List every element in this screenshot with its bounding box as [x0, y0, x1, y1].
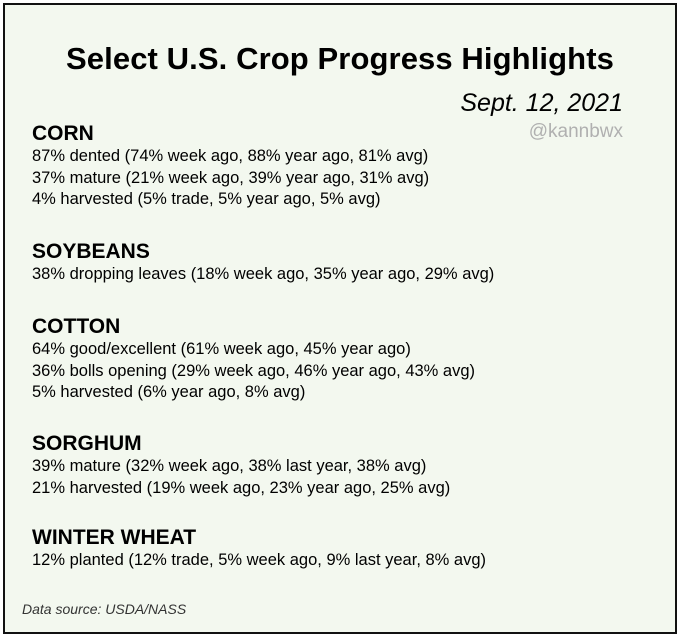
- section-corn: CORN 87% dented (74% week ago, 88% year …: [32, 121, 652, 211]
- stat-line: 38% dropping leaves (18% week ago, 35% y…: [32, 265, 495, 283]
- section-cotton: COTTON 64% good/excellent (61% week ago,…: [32, 314, 652, 404]
- page-title: Select U.S. Crop Progress Highlights: [66, 41, 614, 76]
- section-soybeans: SOYBEANS 38% dropping leaves (18% week a…: [32, 239, 652, 286]
- crop-progress-card: Select U.S. Crop Progress Highlights Sep…: [3, 3, 677, 634]
- stat-line: 36% bolls opening (29% week ago, 46% yea…: [32, 361, 476, 380]
- stat-line: 87% dented (74% week ago, 88% year ago, …: [32, 147, 429, 165]
- crop-name: SOYBEANS: [32, 240, 150, 263]
- crop-name: SORGHUM: [32, 432, 142, 455]
- section-sorghum: SORGHUM 39% mature (32% week ago, 38% la…: [32, 431, 652, 499]
- report-date: Sept. 12, 2021: [460, 89, 623, 117]
- author-handle: @kannbwx: [528, 121, 623, 142]
- stat-line: 21% harvested (19% week ago, 23% year ag…: [32, 478, 451, 497]
- stat-line: 64% good/excellent (61% week ago, 45% ye…: [32, 340, 411, 358]
- stat-line: 39% mature (32% week ago, 38% last year,…: [32, 457, 427, 475]
- stat-line: 4% harvested (5% trade, 5% year ago, 5% …: [32, 190, 381, 208]
- crop-name: COTTON: [32, 315, 121, 338]
- stat-line: 37% mature (21% week ago, 39% year ago, …: [32, 168, 430, 187]
- crop-name: WINTER WHEAT: [32, 526, 197, 549]
- section-winter-wheat: WINTER WHEAT 12% planted (12% trade, 5% …: [32, 525, 652, 572]
- stat-line: 12% planted (12% trade, 5% week ago, 9% …: [32, 551, 487, 569]
- stat-line: 5% harvested (6% year ago, 8% avg): [32, 383, 306, 401]
- data-source-note: Data source: USDA/NASS: [22, 601, 187, 617]
- crop-name: CORN: [32, 122, 94, 145]
